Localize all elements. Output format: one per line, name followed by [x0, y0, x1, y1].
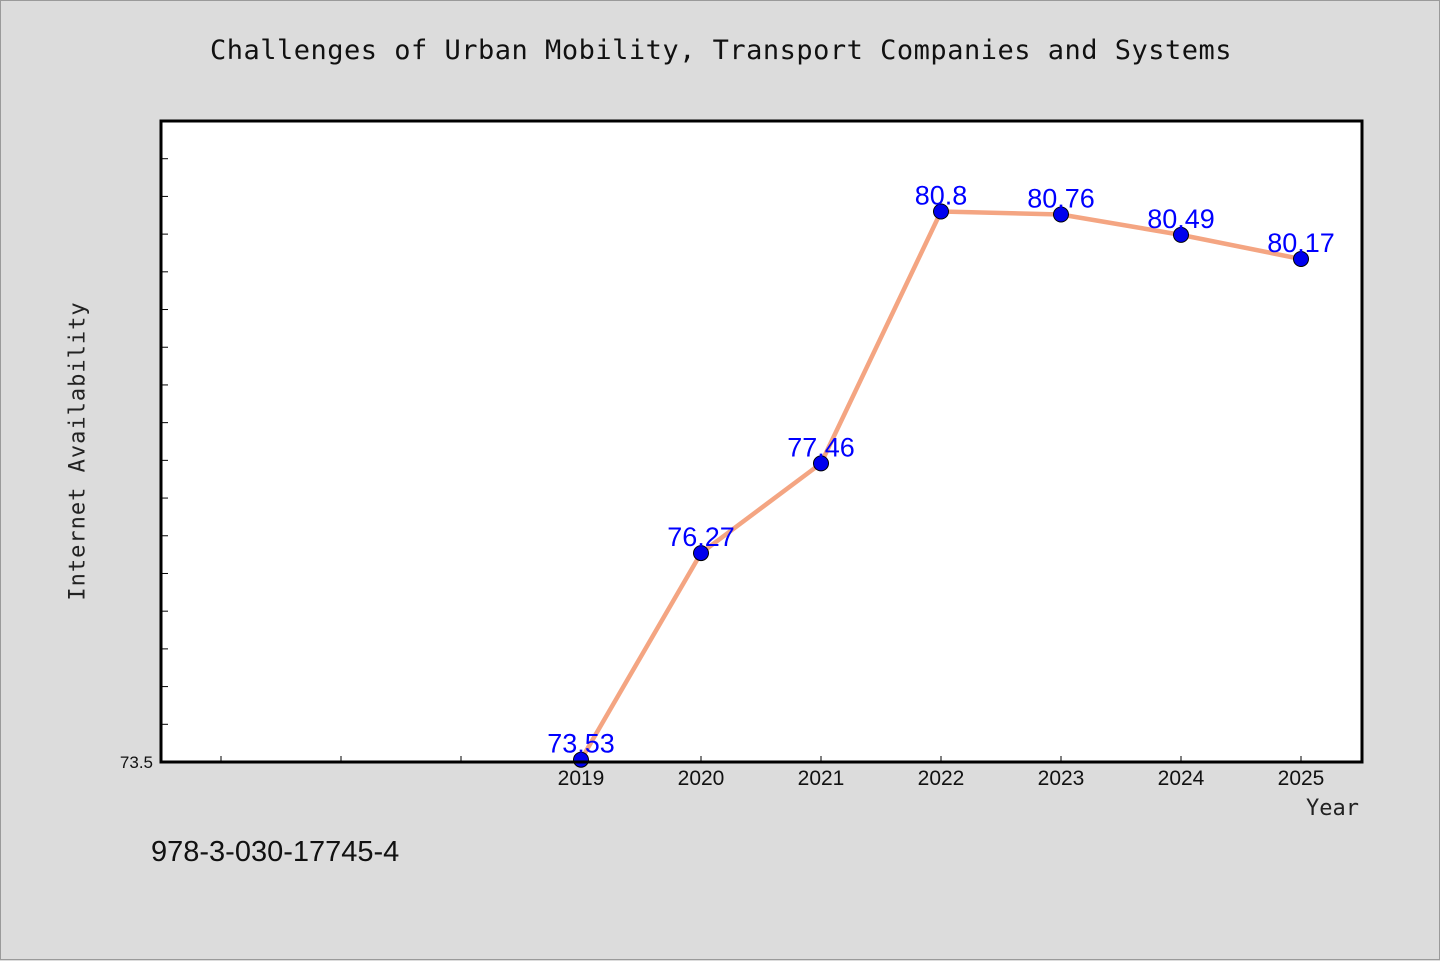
data-label: 73.53: [547, 729, 615, 759]
plot-area: [161, 121, 1362, 762]
x-axis-label: Year: [1306, 796, 1359, 821]
plot-frame: [159, 119, 1364, 764]
x-tick-label: 2022: [918, 767, 965, 790]
data-label: 80.8: [915, 180, 968, 210]
data-label: 80.17: [1267, 228, 1335, 258]
x-tick-label: 2020: [678, 767, 725, 790]
y-tick-label: 73.5: [120, 753, 153, 772]
x-tick-label: 2021: [798, 767, 845, 790]
data-label: 77.46: [787, 432, 855, 462]
isbn-footnote: 978-3-030-17745-4: [151, 836, 400, 868]
x-tick-label: 2019: [558, 767, 605, 790]
data-label: 76.27: [667, 522, 735, 552]
data-point: [1293, 251, 1309, 268]
data-label: 80.49: [1147, 204, 1215, 234]
data-point: [1173, 226, 1189, 243]
x-tick-label: 2025: [1278, 767, 1325, 790]
x-tick-label: 2023: [1038, 767, 1085, 790]
data-label: 80.76: [1027, 184, 1095, 214]
data-point: [1053, 206, 1069, 223]
chart-title: Challenges of Urban Mobility, Transport …: [209, 35, 1233, 66]
data-point: [933, 203, 949, 220]
data-point: [813, 455, 829, 472]
data-point: [693, 545, 709, 562]
x-tick-label: 2024: [1158, 767, 1205, 790]
